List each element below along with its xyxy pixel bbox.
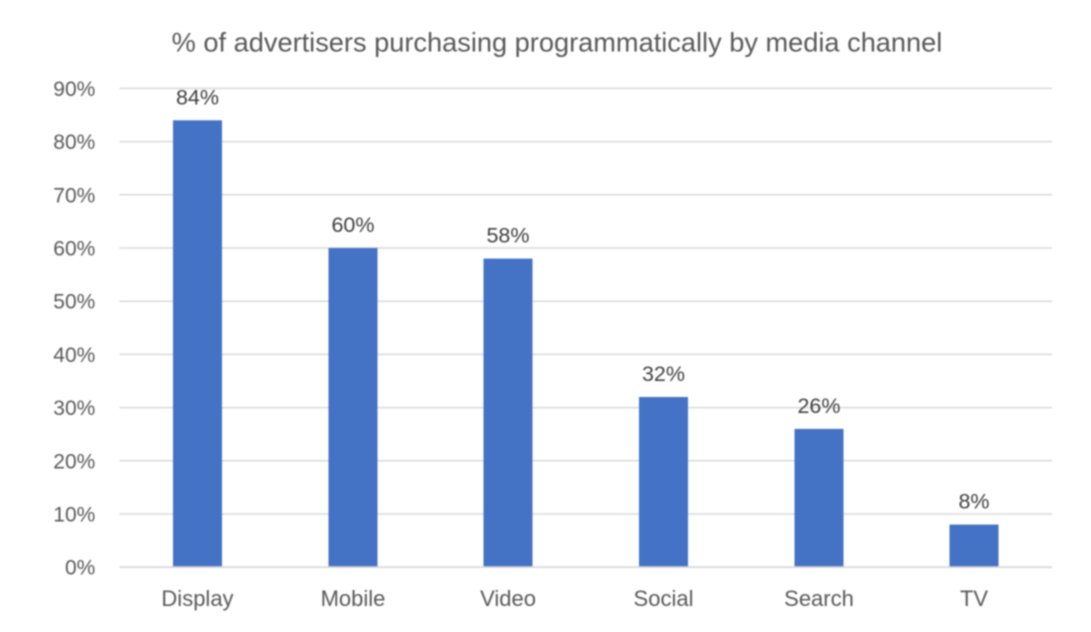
svg-text:70%: 70% xyxy=(53,184,95,207)
svg-text:Search: Search xyxy=(784,586,854,611)
svg-text:8%: 8% xyxy=(958,490,989,514)
svg-text:TV: TV xyxy=(960,586,988,611)
svg-text:84%: 84% xyxy=(176,85,219,109)
svg-text:60%: 60% xyxy=(53,238,95,261)
svg-text:Video: Video xyxy=(480,586,536,611)
svg-text:% of advertisers purchasing pr: % of advertisers purchasing programmatic… xyxy=(172,27,943,58)
svg-text:58%: 58% xyxy=(486,224,529,248)
svg-text:0%: 0% xyxy=(65,557,95,580)
svg-text:20%: 20% xyxy=(53,450,95,473)
svg-text:60%: 60% xyxy=(331,213,374,237)
svg-text:30%: 30% xyxy=(53,397,95,420)
svg-text:Social: Social xyxy=(634,586,694,611)
svg-text:90%: 90% xyxy=(53,78,95,101)
svg-text:40%: 40% xyxy=(53,344,95,367)
svg-text:26%: 26% xyxy=(797,394,840,418)
svg-text:Mobile: Mobile xyxy=(321,586,386,611)
svg-text:50%: 50% xyxy=(53,291,95,314)
svg-text:Display: Display xyxy=(161,586,233,611)
svg-text:10%: 10% xyxy=(53,504,95,527)
svg-text:32%: 32% xyxy=(642,362,685,386)
svg-text:80%: 80% xyxy=(53,131,95,154)
